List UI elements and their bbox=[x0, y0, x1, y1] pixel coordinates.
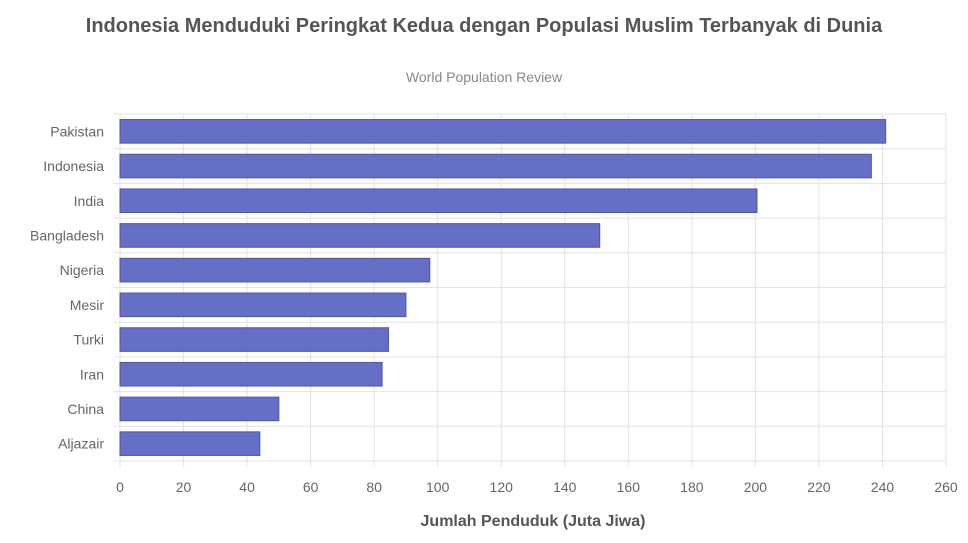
bar-aljazair bbox=[119, 431, 261, 456]
category-label-nigeria: Nigeria bbox=[60, 262, 105, 278]
category-label-pakistan: Pakistan bbox=[50, 123, 104, 139]
bar-pakistan bbox=[119, 119, 887, 144]
category-labels: Pakistan Indonesia India Bangladesh Nigeria M… bbox=[30, 123, 104, 451]
x-tick-label: 40 bbox=[239, 479, 255, 495]
chart-subtitle: World Population Review bbox=[405, 69, 563, 85]
bar-nigeria bbox=[119, 257, 431, 283]
x-tick-label: 20 bbox=[176, 479, 192, 495]
bar-india bbox=[119, 188, 758, 214]
x-tick-label: 100 bbox=[426, 479, 450, 495]
bar-turki bbox=[119, 327, 389, 352]
bar-indonesia bbox=[119, 153, 872, 179]
bar-iran bbox=[119, 361, 383, 387]
x-tick-label: 200 bbox=[744, 479, 768, 495]
x-tick-label: 60 bbox=[303, 479, 319, 495]
x-tick-label: 0 bbox=[116, 479, 124, 495]
category-label-turki: Turki bbox=[73, 332, 104, 348]
x-tick-label: 140 bbox=[553, 479, 577, 495]
x-tick-label: 80 bbox=[366, 479, 382, 495]
x-tick-label: 120 bbox=[490, 479, 514, 495]
x-tick-label: 220 bbox=[807, 479, 831, 495]
bars bbox=[119, 119, 887, 456]
category-label-aljazair: Aljazair bbox=[58, 436, 104, 452]
bar-mesir bbox=[119, 292, 407, 318]
chart-title: Indonesia Menduduki Peringkat Kedua deng… bbox=[85, 15, 883, 37]
category-label-china: China bbox=[67, 401, 104, 417]
category-label-indonesia: Indonesia bbox=[43, 158, 104, 174]
category-label-india: India bbox=[74, 193, 105, 209]
category-label-mesir: Mesir bbox=[70, 297, 105, 313]
x-tick-labels: 0 20 40 60 80 100 120 140 160 180 200 220 240 260 bbox=[116, 479, 958, 495]
x-tick-label: 160 bbox=[617, 479, 641, 495]
x-axis-label: Jumlah Penduduk (Juta Jiwa) bbox=[420, 513, 646, 530]
category-label-iran: Iran bbox=[80, 366, 104, 382]
bar-china bbox=[119, 396, 280, 422]
bar-bangladesh bbox=[119, 223, 601, 248]
x-tick-label: 260 bbox=[934, 479, 958, 495]
category-label-bangladesh: Bangladesh bbox=[30, 227, 104, 243]
x-tick-label: 240 bbox=[871, 479, 895, 495]
x-tick-label: 180 bbox=[680, 479, 704, 495]
